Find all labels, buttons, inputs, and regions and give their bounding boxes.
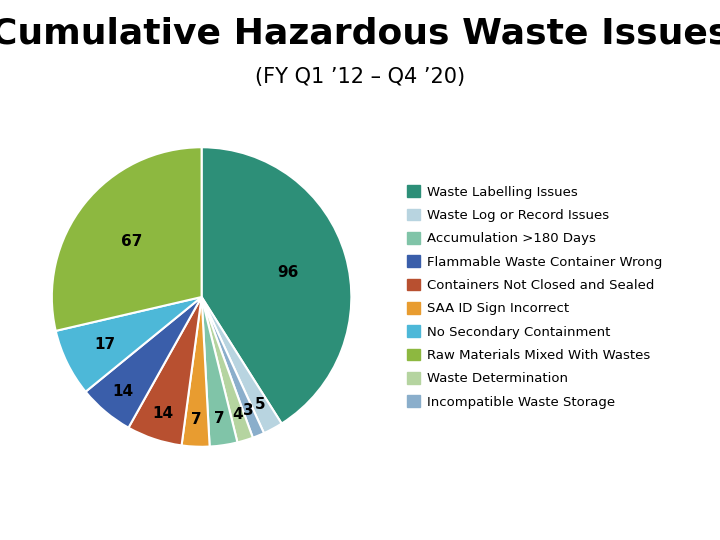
Wedge shape	[202, 297, 253, 442]
Text: 96: 96	[277, 265, 299, 280]
Wedge shape	[202, 297, 282, 433]
Legend: Waste Labelling Issues, Waste Log or Record Issues, Accumulation >180 Days, Flam: Waste Labelling Issues, Waste Log or Rec…	[403, 181, 666, 413]
Text: (FY Q1 ’12 – Q4 ’20): (FY Q1 ’12 – Q4 ’20)	[255, 68, 465, 87]
Wedge shape	[202, 147, 351, 423]
Text: 14: 14	[112, 383, 133, 399]
Wedge shape	[181, 297, 210, 447]
Text: Cumulative Hazardous Waste Issues: Cumulative Hazardous Waste Issues	[0, 16, 720, 50]
Wedge shape	[86, 297, 202, 428]
Wedge shape	[55, 297, 202, 391]
Text: 14: 14	[152, 406, 174, 421]
Text: 5: 5	[255, 397, 266, 413]
Text: 3: 3	[243, 403, 253, 418]
Text: 7: 7	[192, 412, 202, 427]
Text: 17: 17	[94, 337, 115, 352]
Wedge shape	[52, 147, 202, 331]
Wedge shape	[128, 297, 202, 445]
Wedge shape	[202, 297, 264, 438]
Text: 7: 7	[215, 411, 225, 426]
Text: 4: 4	[232, 407, 243, 422]
Wedge shape	[202, 297, 238, 447]
Text: 67: 67	[120, 234, 142, 248]
